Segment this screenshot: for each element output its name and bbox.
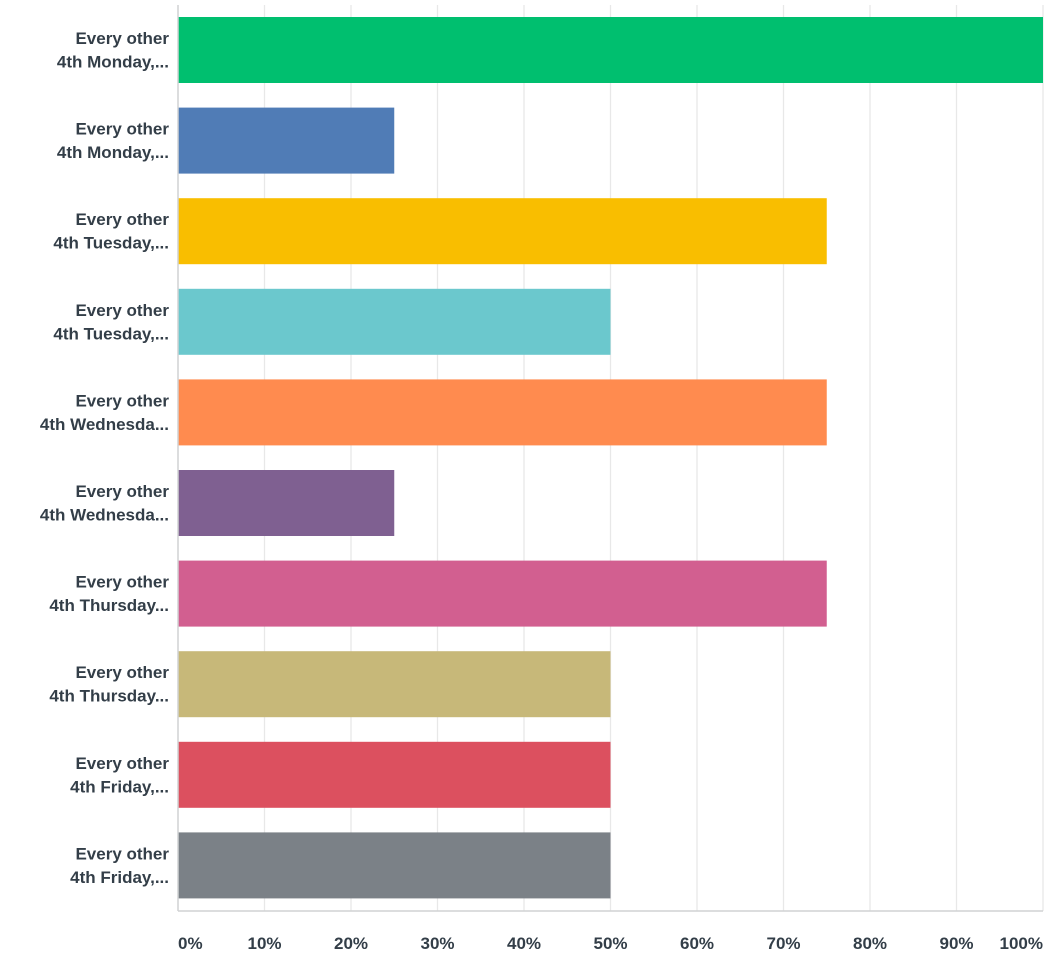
category-label-5: Every other 4th Wednesda... (40, 391, 169, 434)
category-label-3: Every other 4th Tuesday,... (53, 210, 169, 253)
category-label-line: Every other (75, 120, 169, 139)
category-label-line: Every other (75, 844, 169, 863)
category-label-line: Every other (75, 301, 169, 320)
x-tick-label-60: 60% (680, 934, 714, 953)
bar-1[interactable] (178, 17, 1043, 83)
category-label-1: Every other 4th Monday,... (57, 29, 169, 72)
category-label-2: Every other 4th Monday,... (57, 120, 169, 163)
category-label-line: Every other (75, 210, 169, 229)
bar-9[interactable] (178, 741, 611, 808)
bar-10[interactable] (178, 832, 611, 899)
category-label-line: 4th Tuesday,... (53, 324, 169, 343)
x-tick-label-90: 90% (939, 934, 973, 953)
category-label-line: Every other (75, 573, 169, 592)
category-label-10: Every other 4th Friday,... (70, 844, 169, 887)
category-label-4: Every other 4th Tuesday,... (53, 301, 169, 344)
category-label-line: Every other (75, 663, 169, 682)
category-label-line: 4th Friday,... (70, 777, 169, 796)
category-label-line: 4th Friday,... (70, 868, 169, 887)
category-labels: Every other 4th Monday,... Every other 4th … (40, 29, 169, 887)
x-tick-label-50: 50% (593, 934, 627, 953)
x-tick-label-40: 40% (507, 934, 541, 953)
x-tick-label-100: 100% (1000, 934, 1043, 953)
category-label-line: Every other (75, 391, 169, 410)
category-label-6: Every other 4th Wednesda... (40, 482, 169, 525)
category-label-line: 4th Monday,... (57, 53, 169, 72)
x-tick-label-80: 80% (853, 934, 887, 953)
category-label-line: 4th Monday,... (57, 143, 169, 162)
bar-7[interactable] (178, 560, 827, 627)
axes (177, 5, 1043, 912)
category-label-line: Every other (75, 754, 169, 773)
category-label-7: Every other 4th Thursday... (49, 573, 169, 616)
x-tick-label-30: 30% (420, 934, 454, 953)
x-tick-labels: 0% 10% 20% 30% 40% 50% 60% 70% 80% 90% 100% (178, 934, 1043, 953)
category-label-line: 4th Wednesda... (40, 506, 169, 525)
category-label-line: 4th Tuesday,... (53, 234, 169, 253)
x-tick-label-0: 0% (178, 934, 203, 953)
x-tick-label-70: 70% (766, 934, 800, 953)
bar-4[interactable] (178, 288, 611, 355)
category-label-line: 4th Wednesda... (40, 415, 169, 434)
x-tick-label-10: 10% (247, 934, 281, 953)
bar-5[interactable] (178, 379, 827, 446)
bar-6[interactable] (178, 470, 395, 536)
category-label-line: Every other (75, 482, 169, 501)
x-tick-label-20: 20% (334, 934, 368, 953)
bar-3[interactable] (178, 198, 827, 265)
category-label-line: 4th Thursday... (49, 687, 169, 706)
category-label-8: Every other 4th Thursday... (49, 663, 169, 706)
category-label-line: 4th Thursday... (49, 596, 169, 615)
bars (178, 17, 1043, 899)
bar-2[interactable] (178, 107, 395, 174)
bar-8[interactable] (178, 651, 611, 718)
category-label-9: Every other 4th Friday,... (70, 754, 169, 797)
category-label-line: Every other (75, 29, 169, 48)
